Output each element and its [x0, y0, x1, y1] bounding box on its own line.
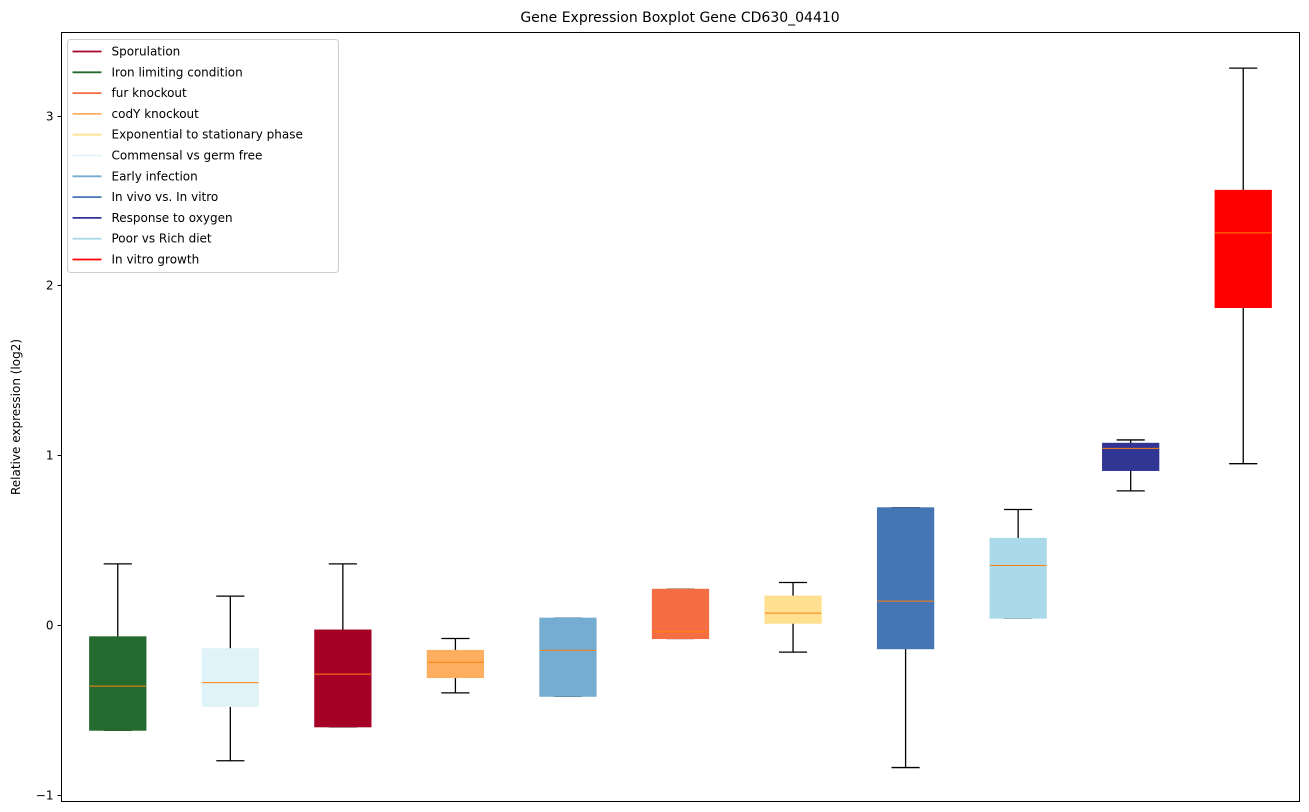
- legend-item: Iron limiting condition: [72, 65, 243, 79]
- y-tick-label: 0: [46, 619, 54, 633]
- legend-label: codY knockout: [112, 107, 200, 121]
- chart-title: Gene Expression Boxplot Gene CD630_04410: [520, 10, 839, 26]
- box-4: [426, 637, 485, 694]
- box-9: [989, 508, 1047, 619]
- box-1: [89, 563, 147, 731]
- box-5: [539, 617, 597, 697]
- legend-item: Commensal vs germ free: [72, 149, 263, 163]
- box-body: [426, 649, 485, 679]
- box-body: [1102, 442, 1160, 471]
- legend-frame: [67, 39, 339, 273]
- box-body: [314, 629, 372, 728]
- legend-label: Poor vs Rich diet: [112, 232, 212, 246]
- legend-item: Sporulation: [72, 45, 181, 59]
- y-tick-label: 1: [46, 449, 54, 463]
- legend-item: Early infection: [72, 169, 198, 183]
- legend-item: In vitro growth: [72, 253, 200, 267]
- legend-item: codY knockout: [72, 107, 200, 121]
- legend: Sporulation Iron limiting condition fur kn…: [67, 39, 339, 273]
- legend-label: In vivo vs. In vitro: [112, 190, 219, 204]
- y-axis-label: Relative expression (log2): [9, 339, 23, 495]
- legend-label: fur knockout: [112, 86, 188, 100]
- legend-label: Sporulation: [112, 45, 181, 59]
- boxes-group: [89, 67, 1272, 769]
- legend-label: Response to oxygen: [112, 211, 233, 225]
- box-body: [1214, 189, 1272, 309]
- box-body: [539, 617, 597, 697]
- box-8: [876, 507, 935, 769]
- box-body: [651, 588, 710, 640]
- y-tick-label: 2: [46, 279, 54, 293]
- legend-label: Iron limiting condition: [112, 65, 243, 79]
- legend-item: Poor vs Rich diet: [72, 232, 212, 246]
- legend-item: fur knockout: [72, 86, 188, 100]
- y-axis-ticks: −1 0 1 2 3: [36, 110, 62, 803]
- box-body: [89, 636, 147, 731]
- legend-label: Exponential to stationary phase: [112, 128, 303, 142]
- legend-item: Response to oxygen: [72, 211, 233, 225]
- box-body: [764, 595, 822, 624]
- legend-label: Commensal vs germ free: [112, 149, 263, 163]
- legend-label: Early infection: [112, 169, 198, 183]
- legend-item: In vivo vs. In vitro: [72, 190, 219, 204]
- y-tick-label: −1: [36, 789, 54, 803]
- legend-item: Exponential to stationary phase: [72, 128, 303, 142]
- box-3: [314, 563, 372, 728]
- box-body: [201, 648, 259, 707]
- box-7: [764, 581, 822, 653]
- y-tick-label: 3: [46, 110, 54, 124]
- box-body: [989, 537, 1047, 619]
- box-10: [1102, 439, 1160, 492]
- legend-label: In vitro growth: [112, 253, 200, 267]
- box-11: [1214, 67, 1272, 465]
- box-body: [876, 507, 935, 650]
- box-2: [201, 595, 259, 762]
- box-6: [651, 588, 710, 640]
- plot-frame: [61, 32, 1300, 802]
